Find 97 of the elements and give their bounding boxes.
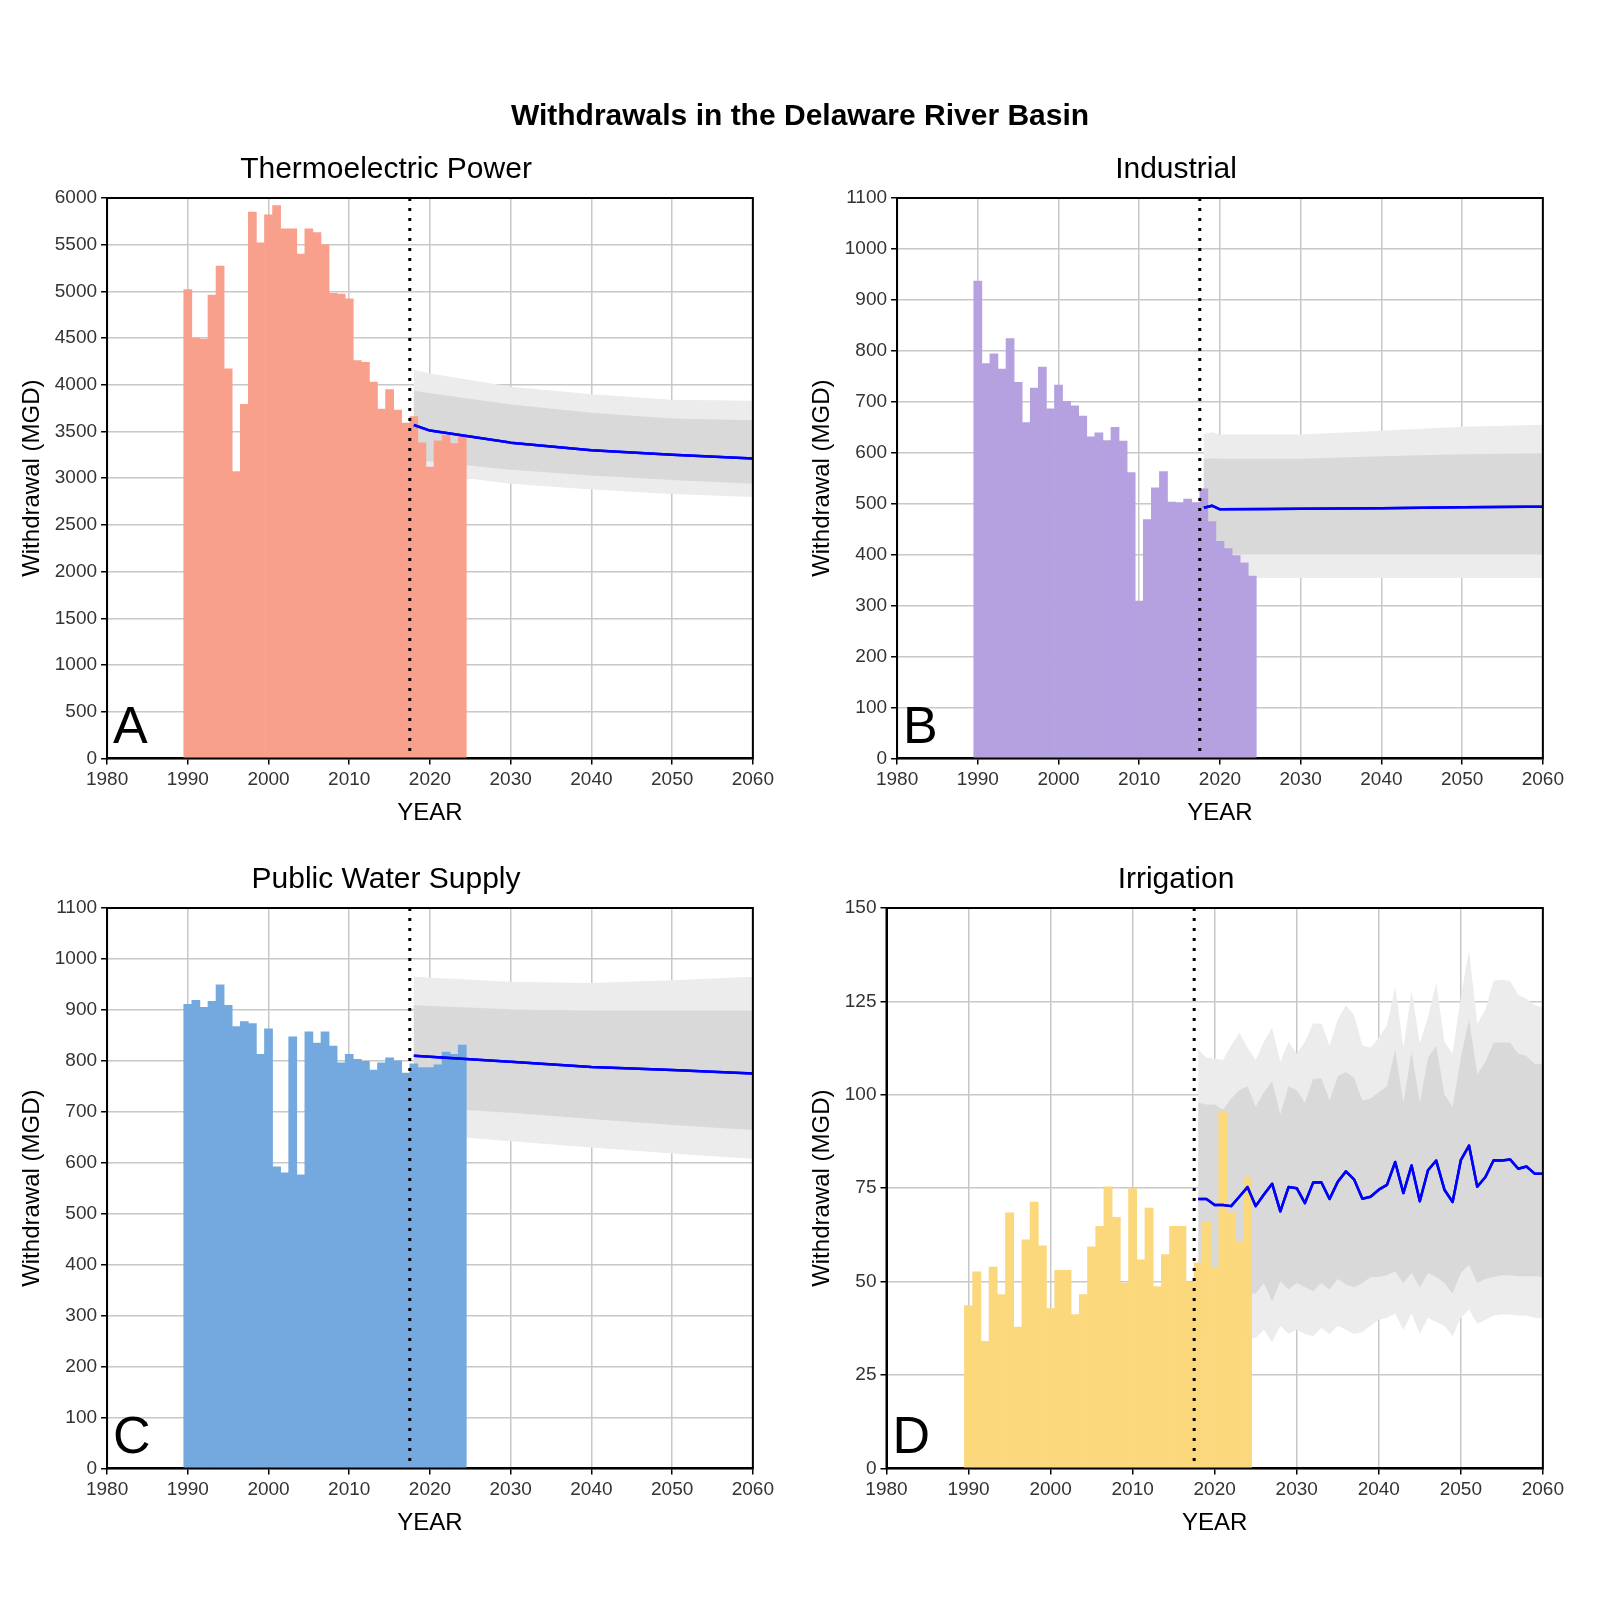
- y-tick-label: 1100: [56, 896, 98, 918]
- x-tick-label: 1980: [865, 1478, 908, 1500]
- y-axis-title: Withdrawal (MGD): [17, 379, 45, 577]
- y-tick-label: 200: [855, 644, 888, 666]
- x-tick-label: 2000: [1037, 768, 1080, 790]
- y-tick-label: 300: [855, 593, 888, 615]
- x-tick-label: 2050: [1439, 1478, 1482, 1500]
- y-tick-label: 3500: [54, 419, 98, 441]
- x-tick-label: 1990: [947, 1478, 990, 1500]
- y-tick-label: 4500: [54, 326, 98, 348]
- x-tick-label: 2050: [651, 768, 694, 790]
- y-tick-label: 2000: [54, 559, 98, 581]
- y-axis-title: Withdrawal (MGD): [17, 1089, 45, 1287]
- y-tick-label: 1500: [54, 606, 98, 628]
- x-tick-label: 2050: [651, 1478, 694, 1500]
- x-axis-title: YEAR: [1182, 1508, 1248, 1536]
- chart-title: Irrigation: [1117, 861, 1235, 895]
- x-tick-label: 2040: [1360, 768, 1403, 790]
- y-tick-label: 1000: [844, 237, 888, 259]
- y-tick-label: 0: [86, 746, 98, 768]
- annotation: A: [113, 695, 149, 754]
- y-tick-label: 700: [65, 1100, 98, 1122]
- x-tick-label: 2030: [1275, 1478, 1318, 1500]
- x-tick-label: 2060: [1521, 1478, 1565, 1500]
- y-tick-label: 1000: [54, 653, 98, 675]
- y-tick-label: 200: [65, 1354, 98, 1376]
- x-tick-label: 2020: [1198, 768, 1242, 790]
- text: Withdrawals in the Delaware River Basin: [509, 97, 1091, 133]
- chart-title: Public Water Supply: [251, 861, 521, 895]
- x-tick-label: 1980: [875, 768, 919, 790]
- annotation: C: [113, 1405, 151, 1464]
- x-tick-label: 2040: [570, 1478, 613, 1500]
- x-tick-label: 2010: [1111, 1478, 1154, 1500]
- x-tick-label: 2060: [1521, 768, 1565, 790]
- y-tick-label: 50: [855, 1269, 877, 1291]
- x-axis-title: YEAR: [1187, 798, 1253, 826]
- y-tick-label: 600: [855, 440, 888, 462]
- x-tick-label: 2030: [489, 768, 532, 790]
- annotation: B: [903, 695, 938, 754]
- y-tick-label: 500: [65, 1201, 98, 1223]
- x-tick-label: 2040: [1357, 1478, 1400, 1500]
- y-tick-label: 100: [855, 695, 888, 717]
- x-tick-label: 2040: [570, 768, 613, 790]
- y-tick-label: 900: [65, 998, 98, 1020]
- y-tick-label: 6000: [54, 186, 98, 208]
- x-tick-label: 1990: [956, 768, 999, 790]
- x-tick-label: 2060: [731, 1478, 775, 1500]
- x-tick-label: 2030: [1279, 768, 1322, 790]
- y-tick-label: 400: [65, 1252, 98, 1274]
- y-tick-label: 800: [65, 1049, 98, 1071]
- x-tick-label: 2000: [247, 1478, 290, 1500]
- y-tick-label: 700: [855, 390, 888, 412]
- y-tick-label: 900: [855, 288, 888, 310]
- y-tick-label: 5000: [54, 279, 98, 301]
- y-tick-label: 3000: [54, 466, 98, 488]
- x-tick-label: 2000: [247, 768, 290, 790]
- annotation: D: [892, 1405, 931, 1464]
- x-tick-label: 2050: [1441, 768, 1484, 790]
- y-tick-label: 600: [65, 1150, 98, 1172]
- y-tick-label: 75: [855, 1176, 877, 1198]
- x-tick-label: 2020: [408, 1478, 452, 1500]
- y-tick-label: 100: [844, 1083, 877, 1105]
- y-tick-label: 2500: [54, 513, 98, 535]
- x-tick-label: 2000: [1029, 1478, 1072, 1500]
- y-tick-label: 25: [855, 1363, 877, 1385]
- y-tick-label: 400: [855, 542, 888, 564]
- y-tick-label: 5500: [54, 232, 98, 254]
- x-tick-label: 2060: [731, 768, 775, 790]
- x-tick-label: 2020: [408, 768, 452, 790]
- y-axis-title: Withdrawal (MGD): [807, 1089, 835, 1287]
- x-axis-title: YEAR: [397, 1508, 463, 1536]
- chart-title: Industrial: [1115, 151, 1237, 185]
- chart-title: Thermoelectric Power: [240, 151, 532, 185]
- y-tick-label: 300: [65, 1303, 98, 1325]
- x-tick-label: 2020: [1193, 1478, 1236, 1500]
- y-axis-title: Withdrawal (MGD): [807, 379, 835, 577]
- y-tick-label: 0: [86, 1456, 98, 1478]
- y-tick-label: 800: [855, 339, 888, 361]
- x-tick-label: 2030: [489, 1478, 532, 1500]
- x-tick-label: 2010: [1118, 768, 1161, 790]
- y-tick-label: 500: [855, 491, 888, 513]
- x-axis-title: YEAR: [397, 798, 463, 826]
- y-tick-label: 100: [65, 1405, 98, 1427]
- x-tick-label: 1980: [85, 1478, 129, 1500]
- x-tick-label: 1980: [85, 768, 129, 790]
- x-tick-label: 1990: [166, 1478, 209, 1500]
- y-tick-label: 0: [876, 746, 888, 768]
- y-tick-label: 125: [844, 989, 877, 1011]
- y-tick-label: 0: [865, 1456, 877, 1478]
- y-tick-label: 1000: [54, 947, 98, 969]
- x-tick-label: 2010: [328, 1478, 371, 1500]
- y-tick-label: 1100: [846, 186, 888, 208]
- y-tick-label: 500: [65, 699, 98, 721]
- y-tick-label: 4000: [54, 373, 98, 395]
- x-tick-label: 2010: [328, 768, 371, 790]
- y-tick-label: 150: [844, 896, 877, 918]
- x-tick-label: 1990: [166, 768, 209, 790]
